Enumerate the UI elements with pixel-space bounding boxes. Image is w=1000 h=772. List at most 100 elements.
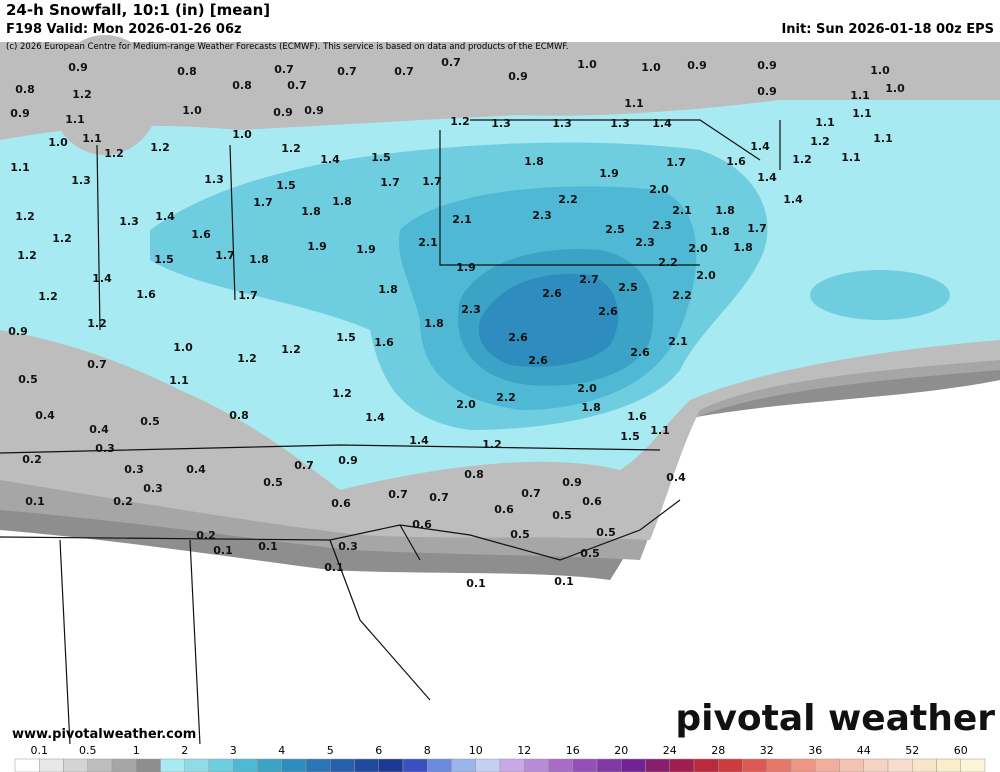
map-value-label: 2.7 <box>579 273 599 286</box>
map-value-label: 0.7 <box>274 63 294 76</box>
legend-swatch <box>572 758 598 772</box>
map-value-label: 1.6 <box>726 155 746 168</box>
map-value-label: 1.1 <box>815 116 835 129</box>
map-value-label: 1.5 <box>154 253 174 266</box>
map-value-label: 1.0 <box>173 341 193 354</box>
map-value-label: 2.0 <box>577 382 597 395</box>
map-value-label: 0.3 <box>143 482 163 495</box>
map-value-label: 1.7 <box>380 176 400 189</box>
map-value-label: 0.9 <box>8 325 28 338</box>
map-value-label: 0.3 <box>124 463 144 476</box>
map-value-label: 1.1 <box>873 132 893 145</box>
map-value-label: 0.6 <box>412 518 432 531</box>
legend-swatch <box>912 758 937 772</box>
map-value-label: 0.7 <box>337 65 357 78</box>
map-value-label: 1.8 <box>581 401 601 414</box>
map-value-label: 2.1 <box>668 335 688 348</box>
legend-tick-label: 36 <box>808 744 822 757</box>
valid-time: F198 Valid: Mon 2026-01-26 06z <box>6 22 242 37</box>
map-value-label: 2.0 <box>688 242 708 255</box>
legend-tick-label: 52 <box>905 744 919 757</box>
legend-swatch <box>257 758 282 772</box>
map-value-label: 2.2 <box>672 289 692 302</box>
legend-swatch <box>39 758 64 772</box>
map-value-label: 1.3 <box>491 117 511 130</box>
map-value-label: 1.2 <box>450 115 470 128</box>
legend: 0.1 0.5 1 2 3 4 5 6 8 10 12 16 20 24 28 32 36 44 52 60 <box>14 744 986 772</box>
map-value-label: 0.1 <box>324 561 344 574</box>
map-value-label: 0.5 <box>510 528 530 541</box>
map-value-label: 1.8 <box>715 204 735 217</box>
map-value-label: 1.3 <box>119 215 139 228</box>
legend-swatch <box>136 758 161 772</box>
map-value-label: 1.5 <box>620 430 640 443</box>
legend-swatch <box>839 758 864 772</box>
map-value-label: 1.2 <box>87 317 107 330</box>
map-value-label: 1.1 <box>10 161 30 174</box>
shade-blue <box>810 270 950 320</box>
map-value-label: 0.7 <box>388 488 408 501</box>
map-value-label: 2.0 <box>649 183 669 196</box>
map-value-label: 2.1 <box>672 204 692 217</box>
legend-swatch <box>718 758 743 772</box>
map-value-label: 1.9 <box>356 243 376 256</box>
map-value-label: 2.2 <box>658 256 678 269</box>
map-value-label: 1.7 <box>666 156 686 169</box>
map-value-label: 0.9 <box>687 59 707 72</box>
map-value-label: 1.0 <box>577 58 597 71</box>
legend-tick-label: 4 <box>278 744 285 757</box>
legend-swatch <box>281 758 307 772</box>
map-value-label: 1.8 <box>378 283 398 296</box>
website: www.pivotalweather.com <box>12 727 196 742</box>
shade-blue <box>478 273 619 367</box>
init-time: Init: Sun 2026-01-18 00z EPS <box>781 22 994 37</box>
legend-swatch <box>184 758 210 772</box>
map-value-label: 1.0 <box>870 64 890 77</box>
legend-tick-label: 8 <box>424 744 431 757</box>
map-value-label: 1.2 <box>237 352 257 365</box>
legend-swatch <box>863 758 889 772</box>
map-value-label: 0.6 <box>494 503 514 516</box>
map-value-label: 0.9 <box>508 70 528 83</box>
map-value-label: 0.7 <box>429 491 449 504</box>
map-value-label: 1.2 <box>15 210 35 223</box>
map-value-label: 1.2 <box>810 135 830 148</box>
map-value-label: 1.2 <box>72 88 92 101</box>
map-value-label: 1.8 <box>424 317 444 330</box>
map-value-label: 2.2 <box>558 193 578 206</box>
map-value-label: 0.9 <box>338 454 358 467</box>
map-value-label: 0.4 <box>35 409 55 422</box>
legend-swatch <box>621 758 646 772</box>
map-value-label: 1.1 <box>650 424 670 437</box>
map-value-label: 0.7 <box>294 459 314 472</box>
boundaries <box>0 119 781 746</box>
map-value-label: 0.5 <box>580 547 600 560</box>
map-value-label: 0.2 <box>22 453 42 466</box>
map-value-label: 1.8 <box>733 241 753 254</box>
legend-tick-label: 0.5 <box>79 744 97 757</box>
legend-swatch <box>960 758 986 772</box>
map-value-label: 2.0 <box>456 398 476 411</box>
map-value-label: 0.9 <box>562 476 582 489</box>
legend-swatch <box>233 758 258 772</box>
map-value-label: 0.3 <box>338 540 358 553</box>
map-value-label: 1.2 <box>38 290 58 303</box>
legend-swatch <box>936 758 961 772</box>
map-value-label: 0.1 <box>554 575 574 588</box>
map-value-label: 1.3 <box>610 117 630 130</box>
map-value-label: 1.2 <box>332 387 352 400</box>
map-value-label: 1.2 <box>281 142 301 155</box>
map-value-label: 1.5 <box>371 151 391 164</box>
map-value-label: 0.2 <box>113 495 133 508</box>
map-value-label: 1.1 <box>624 97 644 110</box>
map-value-label: 0.5 <box>263 476 283 489</box>
map-value-label: 0.9 <box>273 106 293 119</box>
legend-swatch <box>524 758 549 772</box>
map-value-label: 1.8 <box>332 195 352 208</box>
map-value-label: 0.1 <box>466 577 486 590</box>
legend-swatch <box>887 758 913 772</box>
map-value-label: 0.8 <box>464 468 484 481</box>
map-value-label: 0.8 <box>177 65 197 78</box>
map-value-label: 1.4 <box>155 210 175 223</box>
